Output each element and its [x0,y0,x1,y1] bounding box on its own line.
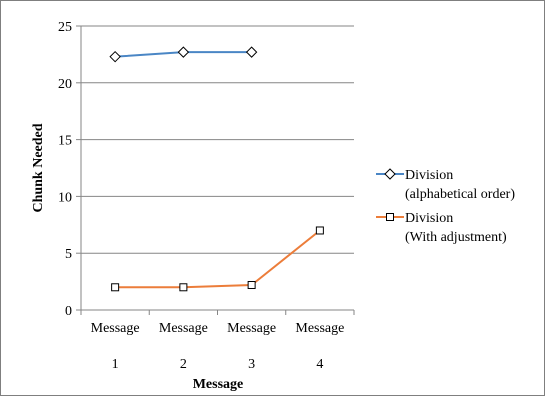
y-tick-label: 25 [58,20,72,35]
legend-item-1: Division (alphabetical order) [376,168,515,202]
data-point [245,46,258,58]
y-tick-label: 10 [58,190,72,205]
data-point [177,46,190,58]
x-tick-label: 2 [180,357,187,372]
y-tick-label: 0 [65,304,72,319]
legend-item-2: Division (With adjustment) [376,211,507,245]
data-point [247,281,256,290]
legend: Division (alphabetical order) Division (Wit… [376,168,515,245]
legend-marker [384,168,396,180]
legend-label: Division [405,168,453,183]
x-tick-label: 4 [316,357,323,372]
x-tick-label: Message [91,321,140,336]
x-tick-label: Message [159,321,208,336]
tick-labels: 0 5 10 15 20 25 Message 1 Message 2 Message 3 Messag… [58,20,344,372]
legend-label: (With adjustment) [405,230,507,245]
legend-label: Division [405,211,453,226]
series-1 [109,46,258,63]
data-point [109,50,121,63]
legend-marker [386,213,394,221]
x-tick-label: Message [227,321,276,336]
y-tick-label: 5 [65,247,72,262]
legend-label: (alphabetical order) [405,187,515,202]
series-layer [109,46,324,292]
axes [76,25,355,315]
x-axis-title: Message [193,377,244,392]
x-tick-label: 3 [248,357,255,372]
data-point [179,283,188,292]
y-tick-label: 15 [58,134,72,149]
series-2 [111,226,324,292]
data-point [111,283,120,292]
y-axis-title: Chunk Needed [31,123,46,212]
x-tick-label: Message [295,321,344,336]
gridlines [81,25,354,254]
y-tick-label: 20 [58,77,72,92]
series-line [115,229,321,289]
x-tick-label: 1 [112,357,119,372]
data-point [315,226,324,235]
